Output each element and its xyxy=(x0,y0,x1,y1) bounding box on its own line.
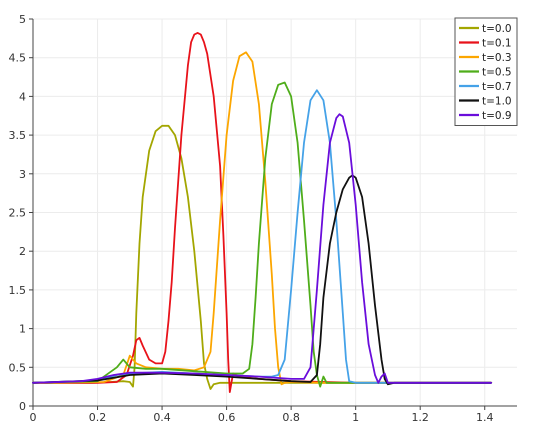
series-line-1 xyxy=(32,32,493,394)
y-tick-label: 2 xyxy=(19,245,26,258)
y-tick-label: 2.5 xyxy=(9,207,27,220)
legend-label: t=1.0 xyxy=(482,96,512,108)
series-line-6 xyxy=(32,113,493,384)
legend-label: t=0.1 xyxy=(482,38,512,50)
x-tick-label: 0 xyxy=(30,411,37,424)
x-tick-label: 1 xyxy=(352,411,359,424)
y-tick-label: 0 xyxy=(19,400,26,413)
legend-label: t=0.5 xyxy=(482,67,512,79)
x-tick-label: 0.6 xyxy=(218,411,236,424)
x-tick-label: 0.8 xyxy=(282,411,300,424)
series-lines xyxy=(32,32,493,394)
y-tick-label: 4.5 xyxy=(9,52,27,65)
series-line-0 xyxy=(32,124,493,390)
legend-label: t=0.0 xyxy=(482,23,512,35)
y-tick-label: 1.5 xyxy=(9,284,27,297)
grid-lines xyxy=(32,18,517,407)
series-line-3 xyxy=(32,81,493,388)
y-tick-label: 1 xyxy=(19,323,26,336)
x-tick-label: 1.2 xyxy=(411,411,429,424)
legend-label: t=0.3 xyxy=(482,52,512,64)
y-tick-label: 3 xyxy=(19,168,26,181)
legend: t=0.0 t=0.1 t=0.3 t=0.5 t=0.7 t=1.0 t=0.9 xyxy=(454,17,518,126)
y-tick-label: 0.5 xyxy=(9,361,27,374)
series-line-2 xyxy=(32,51,493,386)
x-tick-label: 1.4 xyxy=(476,411,494,424)
y-tick-label: 5 xyxy=(19,13,26,26)
series-line-5 xyxy=(32,174,493,386)
y-axis-ticks: 0 0.5 1 1.5 2 2.5 3 3.5 4 4.5 5 xyxy=(9,13,33,413)
x-tick-label: 0.4 xyxy=(153,411,171,424)
y-tick-label: 4 xyxy=(19,90,26,103)
legend-label: t=0.9 xyxy=(482,110,512,122)
x-axis-ticks: 0 0.2 0.4 0.6 0.8 1 1.2 1.4 xyxy=(30,406,494,424)
y-tick-label: 3.5 xyxy=(9,129,27,142)
legend-label: t=0.7 xyxy=(482,81,512,93)
x-tick-label: 0.2 xyxy=(89,411,107,424)
